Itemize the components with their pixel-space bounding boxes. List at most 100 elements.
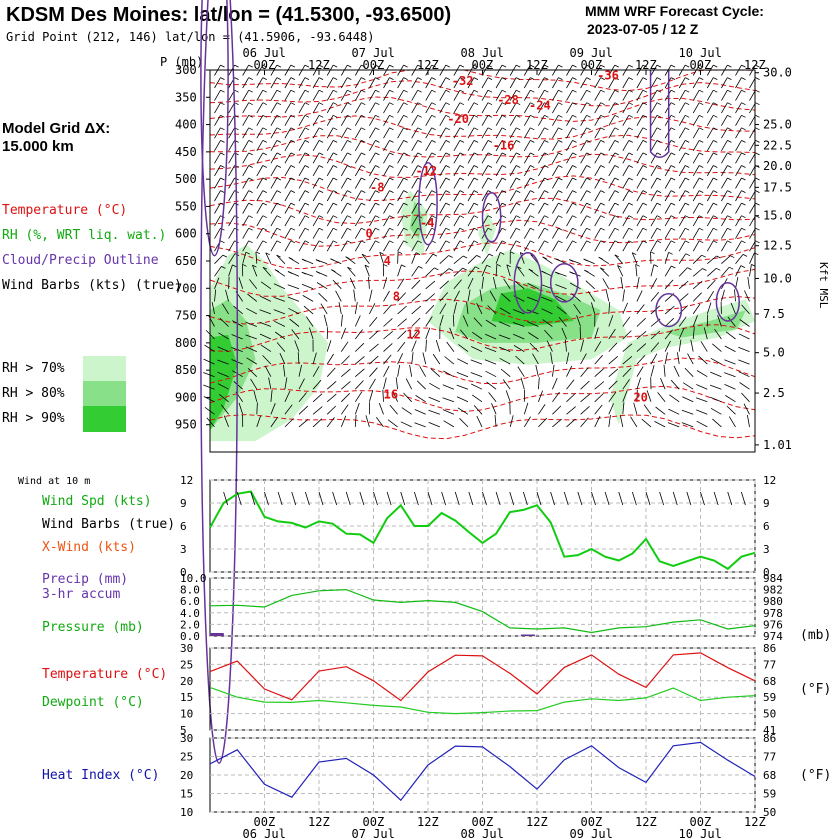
wind-barb [425,280,436,290]
wind-barb-flag [375,227,380,231]
panel-tick-left: 0 [180,566,187,579]
wind-barb [622,165,630,177]
wind-barb [614,254,624,264]
panel-tick-right: 12 [763,474,776,487]
wind-barb-flag [584,269,589,273]
wind-barb [298,378,305,390]
wind-barb [383,377,387,390]
wind-barb [326,215,334,227]
wind-barb [678,215,686,227]
panel-frame-temp [209,647,756,731]
wind-barb [256,215,264,227]
wind-barb [260,281,272,290]
wind-barb-flag [431,127,436,131]
wind-barb [397,90,404,101]
wind-barb-flag [318,227,324,231]
wind-barb [416,380,426,390]
wind-barb-flag [347,215,352,219]
wind-barb-flag [642,152,648,156]
wind-barb-flag [459,227,465,231]
wind-barb [566,165,573,177]
wind-barb [664,317,675,327]
wind-barb [242,215,250,227]
wind-barb [498,321,511,327]
wind-barb [389,404,398,415]
wind-barb [541,296,553,302]
wind-barb-flag [434,267,439,271]
wind-barb-flag [516,89,521,93]
wind-barb-flag [713,152,718,156]
wind-barb [706,190,714,202]
wind-barbs-label: Wind Barbs (true) [42,517,176,532]
wind-barb [566,202,573,214]
panel-tick-left: 4.0 [180,607,200,620]
wind-barb [538,90,545,101]
wind-barb-flag [656,165,662,168]
kft-tick-label: 2.5 [763,386,785,400]
wind-barb-flag [248,152,253,156]
wind-barb [442,397,455,403]
wind-barb-flag [375,165,380,168]
wind-barb [692,280,703,290]
wind-barb [594,177,602,189]
wind-barb [274,320,286,327]
time-tick-top: 00Z [690,58,712,72]
wind-barb [340,228,348,239]
wind-barb [383,277,388,289]
wind-barb-flag [741,177,746,181]
surface-wind-barb [264,491,269,506]
wind-barb [467,255,477,264]
wind-barb [284,190,292,202]
wind-barb [369,390,374,402]
wind-barb [538,202,545,214]
wind-barb-flag [333,190,338,193]
wind-barb [569,282,581,290]
wind-barb [552,140,559,151]
wind-barb [369,215,376,227]
panel-tick-left: 0.0 [180,630,200,643]
wind-barb [622,402,625,415]
wind-barb-flag [304,227,310,231]
wind-barb [284,418,294,428]
wind-barb [636,377,641,390]
wind-barb-flag [361,102,366,106]
wind-barb-flag [642,127,648,131]
wind-barb [481,127,489,139]
wind-barb [383,215,390,227]
wind-barb [538,77,545,89]
wind-barb [735,265,742,277]
wind-barb [709,384,722,390]
wind-barb [354,152,362,164]
wind-barb-flag [333,177,338,181]
wind-barb [622,77,630,89]
wind-barb [650,102,658,114]
surface-wind-barb [386,491,392,506]
wind-barb [387,419,398,428]
wind-barb [298,165,306,177]
wind-barb [696,384,708,390]
wind-barb-flag [558,77,563,80]
pressure-tick-label: 950 [175,418,197,432]
wind-barb [383,77,390,89]
wind-barb [538,390,543,402]
wind-barb [706,152,714,164]
wind-barb-flag [558,127,563,131]
wind-barb-flag [375,114,380,118]
panel-tick-left: 2.0 [180,618,200,631]
wind-barb [594,165,602,177]
wind-barb [527,283,539,290]
wind-barb [481,240,489,252]
wind-barb [470,372,483,378]
wind-barb [636,77,644,89]
wind-barb [538,140,545,151]
wind-barb [365,415,370,428]
wind-barb [453,240,461,252]
wind-barb [369,303,376,315]
wind-barb-flag [642,77,648,80]
wind-barb-flag [727,227,732,231]
wind-barb-flag [333,77,338,80]
wind-barb [414,409,426,415]
wind-barb [706,228,714,239]
wind-barb [409,364,413,377]
wind-barb-flag [290,89,296,93]
